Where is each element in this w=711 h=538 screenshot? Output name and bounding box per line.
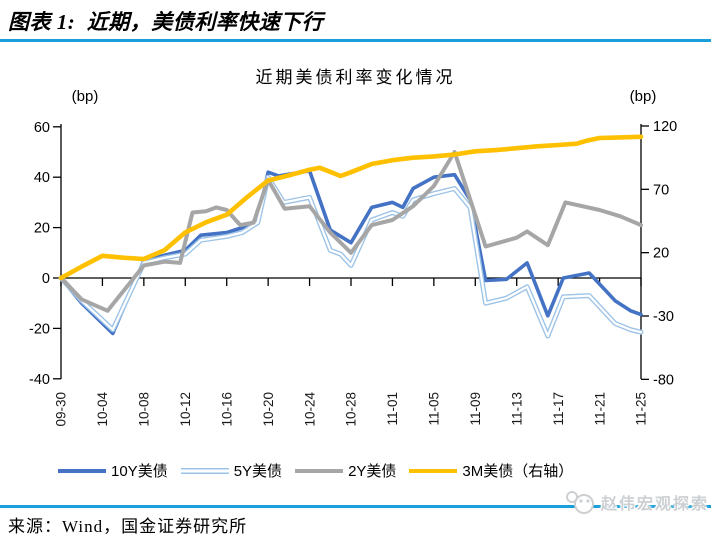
legend-swatch-1 bbox=[180, 467, 229, 474]
right-axis-tick-label: -80 bbox=[653, 372, 674, 388]
right-axis-tick-label: 120 bbox=[653, 119, 677, 135]
x-axis-tick-label: 09-30 bbox=[54, 392, 69, 427]
x-axis-tick-label: 10-28 bbox=[344, 392, 359, 427]
x-axis-tick-label: 10-08 bbox=[137, 392, 152, 427]
x-axis-tick-label: 11-17 bbox=[551, 392, 566, 426]
right-axis-tick-label: -30 bbox=[653, 309, 674, 325]
left-axis-tick-label: 0 bbox=[42, 271, 50, 287]
left-axis-tick-label: 20 bbox=[34, 221, 50, 237]
right-axis-tick-label: 70 bbox=[653, 182, 669, 198]
chart-legend: 10Y美债 5Y美债 2Y美债 3M美债（右轴） bbox=[58, 460, 711, 481]
right-axis-unit: (bp) bbox=[629, 88, 657, 105]
legend-label-2: 2Y美债 bbox=[348, 463, 397, 480]
legend-label-0: 10Y美债 bbox=[111, 463, 168, 480]
legend-item-3: 3M美债（右轴） bbox=[409, 460, 573, 481]
x-axis-tick-label: 10-12 bbox=[178, 392, 193, 427]
legend-label-3: 3M美债（右轴） bbox=[462, 463, 574, 480]
legend-item-0: 10Y美债 bbox=[58, 460, 168, 481]
chart-title: 近期美债利率变化情况 bbox=[255, 68, 456, 87]
right-axis-tick-label: 20 bbox=[653, 246, 669, 262]
left-axis-tick-label: 60 bbox=[34, 120, 50, 136]
x-axis-tick-label: 11-21 bbox=[592, 392, 607, 426]
x-axis-tick-label: 11-01 bbox=[385, 392, 400, 426]
header-divider bbox=[0, 39, 711, 42]
series-line-0 bbox=[59, 169, 643, 336]
left-axis-tick-label: -20 bbox=[29, 321, 50, 337]
legend-swatch-3 bbox=[409, 468, 458, 473]
x-axis-tick-label: 10-16 bbox=[219, 392, 234, 427]
series-line-2 bbox=[59, 150, 643, 313]
left-axis-unit: (bp) bbox=[71, 88, 99, 105]
legend-item-2: 2Y美债 bbox=[295, 460, 396, 481]
x-axis-tick-label: 10-24 bbox=[302, 392, 317, 427]
watermark-logo-icon bbox=[565, 491, 594, 514]
legend-item-1: 5Y美债 bbox=[180, 460, 283, 481]
legend-swatch-2 bbox=[295, 468, 344, 473]
x-axis-tick-label: 11-13 bbox=[509, 392, 524, 426]
legend-swatch-0 bbox=[58, 468, 106, 473]
source-note: 来源：Wind，国金证券研究所 bbox=[8, 517, 248, 536]
page-title: 图表 1: 近期，美债利率快速下行 bbox=[8, 10, 324, 34]
left-axis-tick-label: 40 bbox=[34, 170, 50, 186]
x-axis-tick-label: 11-09 bbox=[468, 392, 483, 426]
x-axis-tick-label: 10-04 bbox=[95, 392, 110, 427]
x-axis-tick-label: 11-25 bbox=[634, 392, 649, 426]
series-line-core-1 bbox=[59, 176, 643, 338]
x-axis-tick-label: 11-05 bbox=[427, 392, 442, 426]
watermark: 赵伟宏观探索 bbox=[559, 489, 709, 515]
footer-divider bbox=[0, 505, 711, 508]
watermark-text: 赵伟宏观探索 bbox=[600, 496, 709, 513]
x-axis-tick-label: 10-20 bbox=[261, 392, 276, 427]
left-axis-tick-label: -40 bbox=[29, 372, 50, 388]
series-line-3 bbox=[58, 134, 644, 281]
legend-label-1: 5Y美债 bbox=[233, 463, 283, 480]
